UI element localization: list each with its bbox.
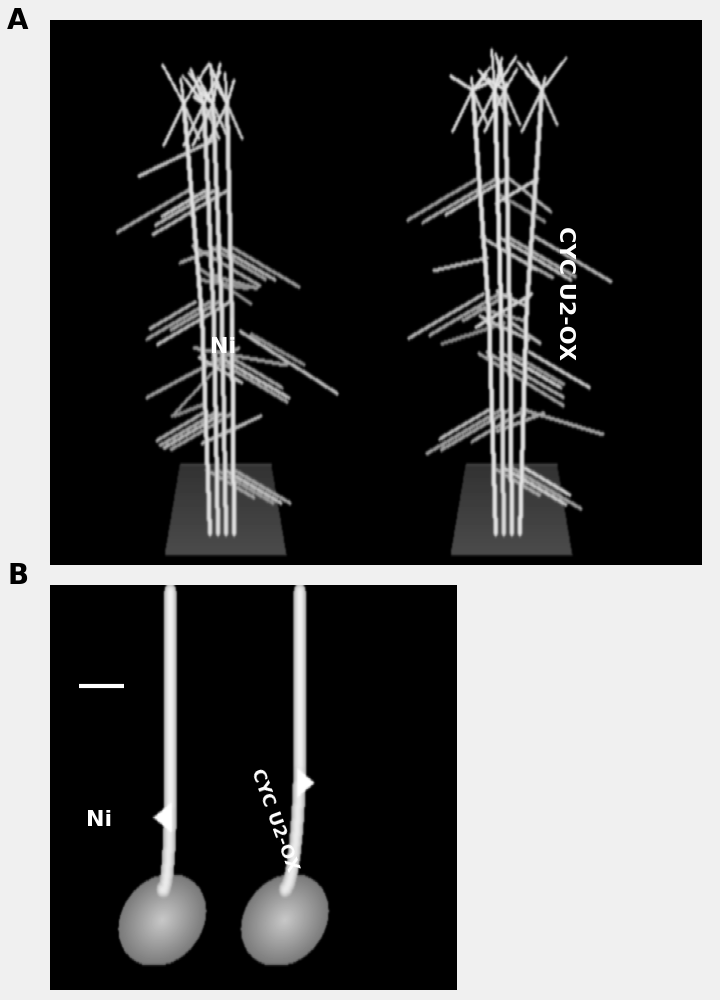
Text: B: B bbox=[7, 562, 28, 590]
Text: Ni: Ni bbox=[86, 810, 112, 830]
Text: CYC U2-OX: CYC U2-OX bbox=[247, 766, 301, 874]
Text: A: A bbox=[7, 7, 29, 35]
Text: Ni: Ni bbox=[210, 337, 236, 357]
Text: CYC U2-OX: CYC U2-OX bbox=[555, 226, 575, 360]
